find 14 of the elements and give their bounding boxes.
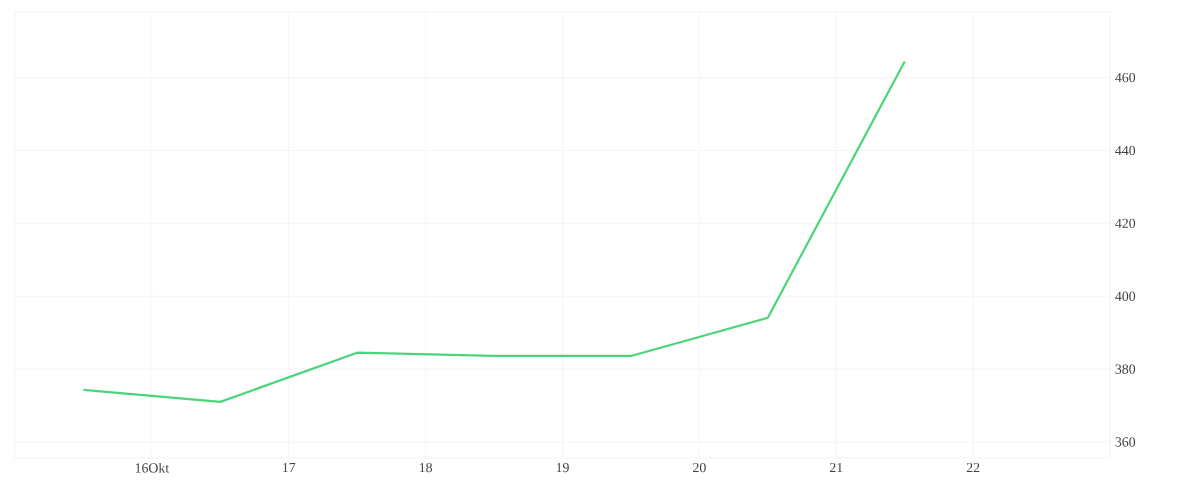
y-tick-label: 400 [1115, 291, 1136, 301]
x-tick-label: 18 [419, 462, 433, 473]
x-tick-label: 22 [966, 462, 980, 473]
x-tick-label: 19 [556, 462, 569, 473]
line-series [82, 60, 906, 403]
y-tick-label: 380 [1115, 364, 1136, 374]
y-tick-label: 360 [1115, 437, 1136, 447]
x-tick-label: 17 [283, 462, 296, 473]
y-tick-label: 420 [1115, 218, 1136, 228]
x-tick-label: 21 [829, 462, 843, 473]
y-tick-label: 440 [1115, 145, 1136, 156]
y-tick-label: 460 [1115, 72, 1136, 83]
x-tick-label: 20 [693, 462, 706, 473]
x-tick-label: 16Okt [135, 462, 170, 473]
